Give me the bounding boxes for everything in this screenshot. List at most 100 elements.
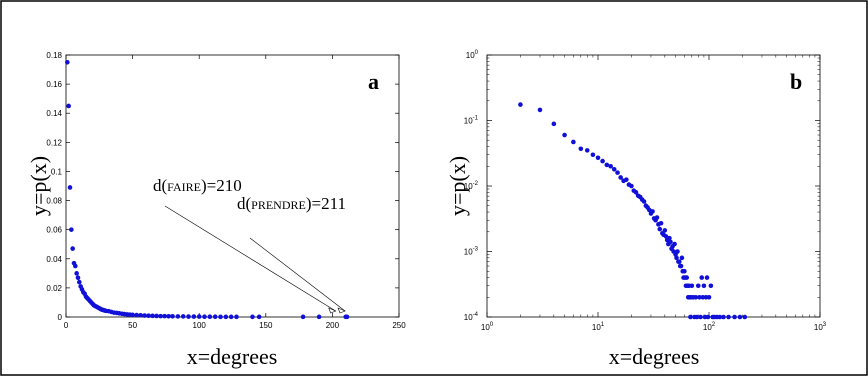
data-point	[196, 314, 202, 319]
data-point	[708, 283, 714, 289]
data-point	[654, 215, 660, 220]
data-point	[70, 246, 75, 251]
data-point	[134, 312, 139, 318]
data-point	[207, 314, 213, 320]
data-point	[595, 155, 601, 161]
y-tick-base: 10	[464, 117, 473, 126]
data-point	[256, 314, 262, 320]
data-point	[73, 263, 78, 269]
data-point	[146, 313, 151, 318]
data-point	[571, 139, 576, 145]
data-point	[537, 107, 543, 113]
data-point	[180, 314, 186, 319]
x-tick-label: 100	[481, 322, 494, 332]
annotation-label: d(FAIRE)=210	[153, 176, 242, 195]
data-point	[69, 227, 74, 232]
annotation-word: FAIRE	[167, 180, 201, 194]
data-point	[551, 121, 557, 127]
data-point	[721, 314, 726, 320]
data-point	[693, 294, 699, 300]
data-point	[578, 146, 584, 152]
data-point	[218, 314, 223, 320]
data-point	[604, 162, 610, 168]
y-tick-base: 10	[464, 182, 473, 191]
x-tick-base: 10	[592, 323, 601, 332]
annotation-line	[164, 205, 336, 312]
data-point	[650, 209, 655, 214]
data-point	[600, 158, 605, 164]
data-point	[675, 249, 680, 254]
y-tick-label: 10-2	[464, 181, 479, 191]
annotation-arrowhead	[337, 307, 346, 314]
data-point	[668, 239, 673, 245]
data-point	[672, 241, 677, 247]
y-tick-label: 0.16	[46, 80, 62, 89]
data-point	[75, 275, 81, 281]
data-point	[704, 275, 710, 280]
panel-b-points	[518, 102, 748, 320]
panel-b-x-label: x=degrees	[609, 344, 700, 369]
panel-b-x-ticks: 100 101 102 103	[481, 55, 827, 332]
data-point	[737, 314, 743, 320]
data-point	[77, 279, 82, 285]
annotation-word: PRENDRE	[251, 198, 306, 212]
data-point	[633, 190, 639, 195]
data-point	[717, 314, 723, 320]
x-tick-label: 250	[392, 321, 406, 330]
x-tick-label: 102	[703, 322, 716, 332]
panel-b-letter: b	[790, 69, 802, 94]
y-tick-label: 0.06	[46, 226, 62, 235]
data-point	[130, 312, 135, 318]
x-tick-label: 100	[193, 321, 207, 330]
y-tick-base: 10	[464, 248, 473, 257]
data-point	[697, 294, 702, 300]
data-point	[212, 314, 218, 320]
panel-a-points	[65, 59, 350, 320]
x-tick-exp: 3	[823, 322, 827, 328]
y-tick-label: 0.12	[46, 138, 62, 147]
data-point	[175, 314, 181, 319]
data-point	[732, 314, 737, 320]
data-point	[674, 255, 679, 261]
data-point	[608, 163, 613, 169]
y-tick-base: 10	[466, 51, 475, 60]
data-point	[641, 199, 647, 204]
y-tick-label: 10-1	[464, 116, 479, 126]
panel-a-x-ticks: 0 50 100 150 200 250	[64, 55, 406, 330]
y-tick-exp: -4	[473, 312, 479, 318]
data-point	[223, 314, 229, 320]
y-tick-exp: -2	[473, 181, 479, 187]
y-tick-label: 10-4	[464, 312, 479, 322]
data-point	[694, 314, 700, 320]
x-tick-exp: 2	[712, 322, 716, 328]
data-point	[624, 177, 629, 182]
data-point	[701, 283, 707, 289]
x-tick-exp: 1	[601, 322, 605, 328]
data-point	[700, 294, 706, 300]
panel-a: 0 0.02 0.04 0.06 0.08 0.1 0.12 0.14 0.16 0.18 0 50…	[26, 51, 406, 369]
annotation-line	[249, 237, 346, 312]
y-tick-label: 10-3	[464, 247, 479, 257]
annotation-suffix: )=210	[201, 176, 242, 195]
data-point	[170, 313, 175, 319]
x-tick-label: 103	[814, 322, 827, 332]
x-tick-label: 200	[326, 321, 340, 330]
y-tick-exp: 0	[475, 50, 479, 56]
data-point	[662, 228, 668, 233]
y-tick-label: 0.08	[46, 197, 62, 206]
data-point	[74, 271, 79, 276]
panel-a-y-ticks: 0 0.02 0.04 0.06 0.08 0.1 0.12 0.14 0.16 0.18	[46, 51, 399, 322]
data-point	[682, 268, 687, 274]
x-tick-base: 10	[814, 323, 823, 332]
x-tick-label: 101	[592, 322, 605, 332]
data-point	[67, 185, 73, 190]
y-tick-exp: -3	[473, 247, 479, 253]
data-point	[166, 313, 171, 319]
data-point	[698, 314, 703, 320]
data-point	[726, 314, 731, 320]
data-point	[611, 166, 617, 172]
data-point	[699, 275, 705, 280]
